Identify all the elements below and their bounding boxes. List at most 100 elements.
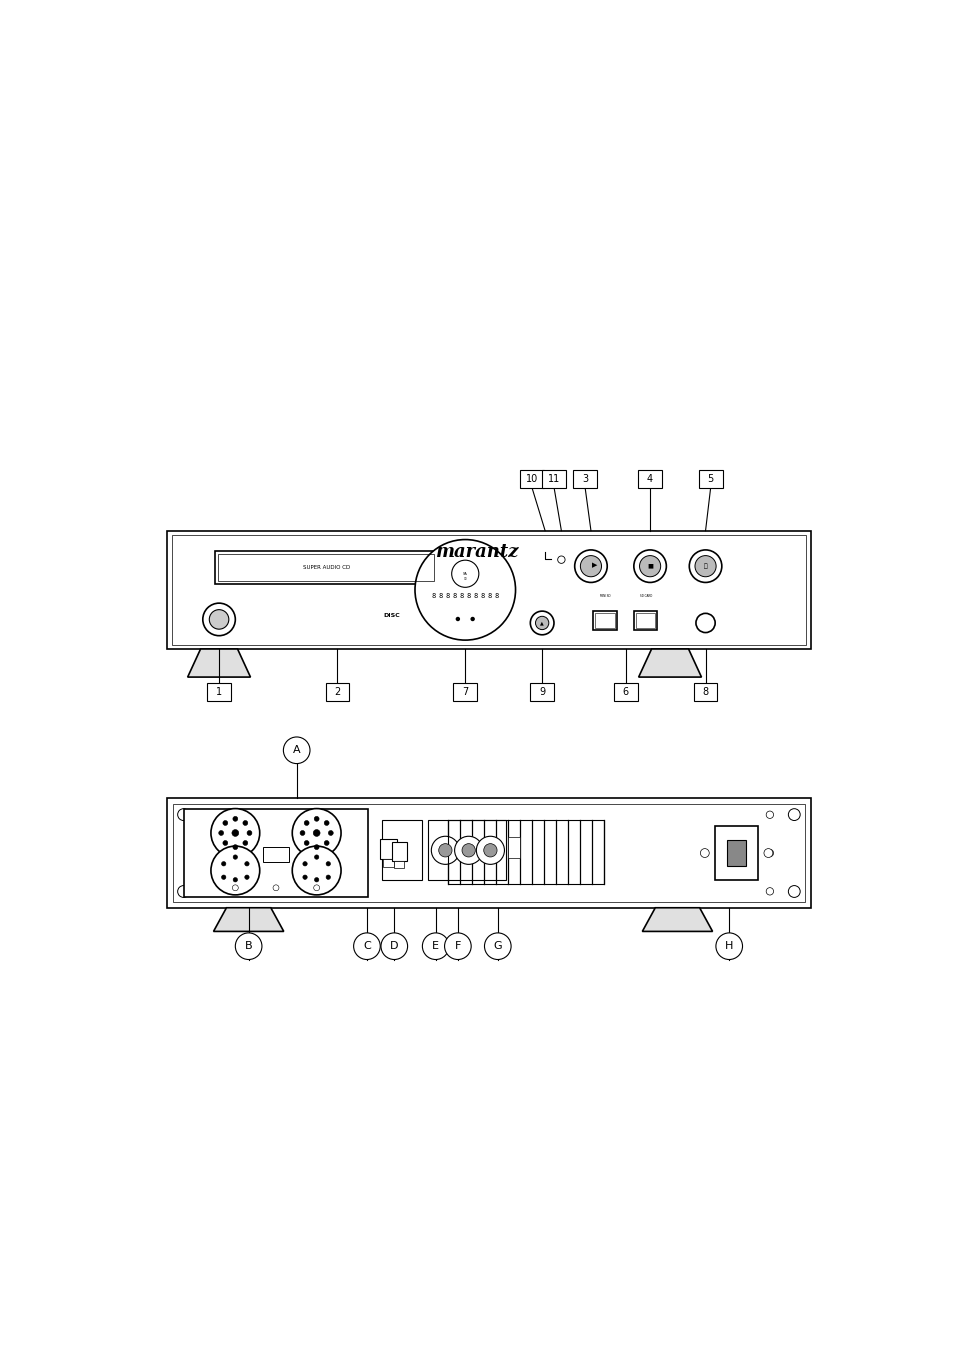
Circle shape (304, 820, 309, 825)
Circle shape (700, 848, 708, 858)
Circle shape (326, 875, 330, 880)
Bar (381, 820, 422, 881)
Text: F: F (455, 942, 460, 951)
Circle shape (245, 875, 249, 880)
FancyBboxPatch shape (573, 470, 597, 488)
Circle shape (314, 855, 318, 859)
Bar (262, 847, 289, 862)
Circle shape (211, 809, 259, 858)
Circle shape (422, 934, 449, 959)
Bar (595, 613, 614, 628)
Circle shape (639, 555, 660, 577)
Bar (726, 840, 745, 866)
Bar (218, 554, 434, 581)
Circle shape (324, 820, 329, 825)
FancyBboxPatch shape (638, 470, 661, 488)
Polygon shape (641, 908, 712, 931)
Circle shape (314, 844, 318, 850)
Circle shape (535, 616, 548, 630)
Circle shape (787, 885, 800, 897)
FancyBboxPatch shape (207, 684, 231, 701)
FancyBboxPatch shape (453, 684, 476, 701)
Circle shape (633, 550, 665, 582)
Bar (633, 611, 657, 630)
Circle shape (223, 840, 228, 846)
FancyBboxPatch shape (530, 684, 554, 701)
Text: 2: 2 (334, 686, 340, 697)
Text: SD CARD: SD CARD (639, 593, 651, 597)
Circle shape (455, 836, 482, 865)
Text: ■: ■ (646, 563, 653, 569)
Circle shape (314, 878, 318, 882)
Circle shape (177, 885, 190, 897)
Bar (392, 842, 406, 861)
Circle shape (694, 555, 716, 577)
Circle shape (689, 550, 721, 582)
Text: 8: 8 (480, 593, 484, 598)
Text: MINI SD: MINI SD (599, 593, 610, 597)
Bar (167, 531, 810, 648)
Circle shape (314, 885, 319, 890)
FancyBboxPatch shape (325, 684, 349, 701)
Text: E: E (432, 942, 438, 951)
Text: CD: CD (463, 577, 467, 581)
Circle shape (243, 820, 248, 825)
Circle shape (765, 811, 773, 819)
Circle shape (243, 840, 248, 846)
Text: 8: 8 (487, 593, 492, 598)
Text: 3: 3 (581, 474, 587, 484)
Bar (636, 613, 655, 628)
Text: D: D (390, 942, 398, 951)
Polygon shape (638, 648, 700, 677)
Circle shape (221, 862, 226, 866)
Circle shape (233, 878, 237, 882)
Text: 8: 8 (452, 593, 456, 598)
Circle shape (530, 611, 554, 635)
Bar (173, 804, 803, 902)
Circle shape (470, 617, 475, 621)
Text: 8: 8 (431, 593, 436, 598)
Text: 8: 8 (459, 593, 463, 598)
Circle shape (696, 613, 715, 632)
Circle shape (574, 550, 607, 582)
Circle shape (415, 539, 515, 640)
Text: 8: 8 (701, 686, 708, 697)
Text: A: A (293, 746, 300, 755)
Circle shape (283, 736, 310, 763)
Circle shape (461, 843, 475, 857)
Circle shape (579, 555, 601, 577)
Bar (508, 836, 519, 858)
Text: DISC: DISC (382, 613, 399, 619)
Circle shape (292, 809, 341, 858)
Bar (448, 820, 603, 884)
Circle shape (444, 934, 471, 959)
FancyBboxPatch shape (693, 684, 717, 701)
Bar (167, 798, 810, 908)
FancyBboxPatch shape (613, 684, 637, 701)
Circle shape (354, 934, 380, 959)
Text: B: B (245, 942, 253, 951)
Text: 9: 9 (538, 686, 545, 697)
Circle shape (326, 862, 330, 866)
Text: H: H (724, 942, 733, 951)
Circle shape (204, 850, 212, 857)
Circle shape (763, 848, 772, 858)
Bar (382, 859, 394, 866)
Text: 1: 1 (215, 686, 222, 697)
Circle shape (233, 885, 238, 890)
Circle shape (273, 885, 278, 890)
Polygon shape (188, 648, 251, 677)
Text: 4: 4 (646, 474, 653, 484)
Bar (394, 861, 404, 867)
Circle shape (380, 934, 407, 959)
Text: 11: 11 (547, 474, 559, 484)
Circle shape (218, 831, 223, 835)
Bar (593, 611, 617, 630)
Circle shape (314, 816, 318, 821)
Circle shape (211, 846, 259, 894)
FancyBboxPatch shape (699, 470, 721, 488)
Bar (183, 809, 368, 897)
Circle shape (203, 603, 235, 636)
Circle shape (232, 830, 238, 836)
Circle shape (438, 843, 452, 857)
